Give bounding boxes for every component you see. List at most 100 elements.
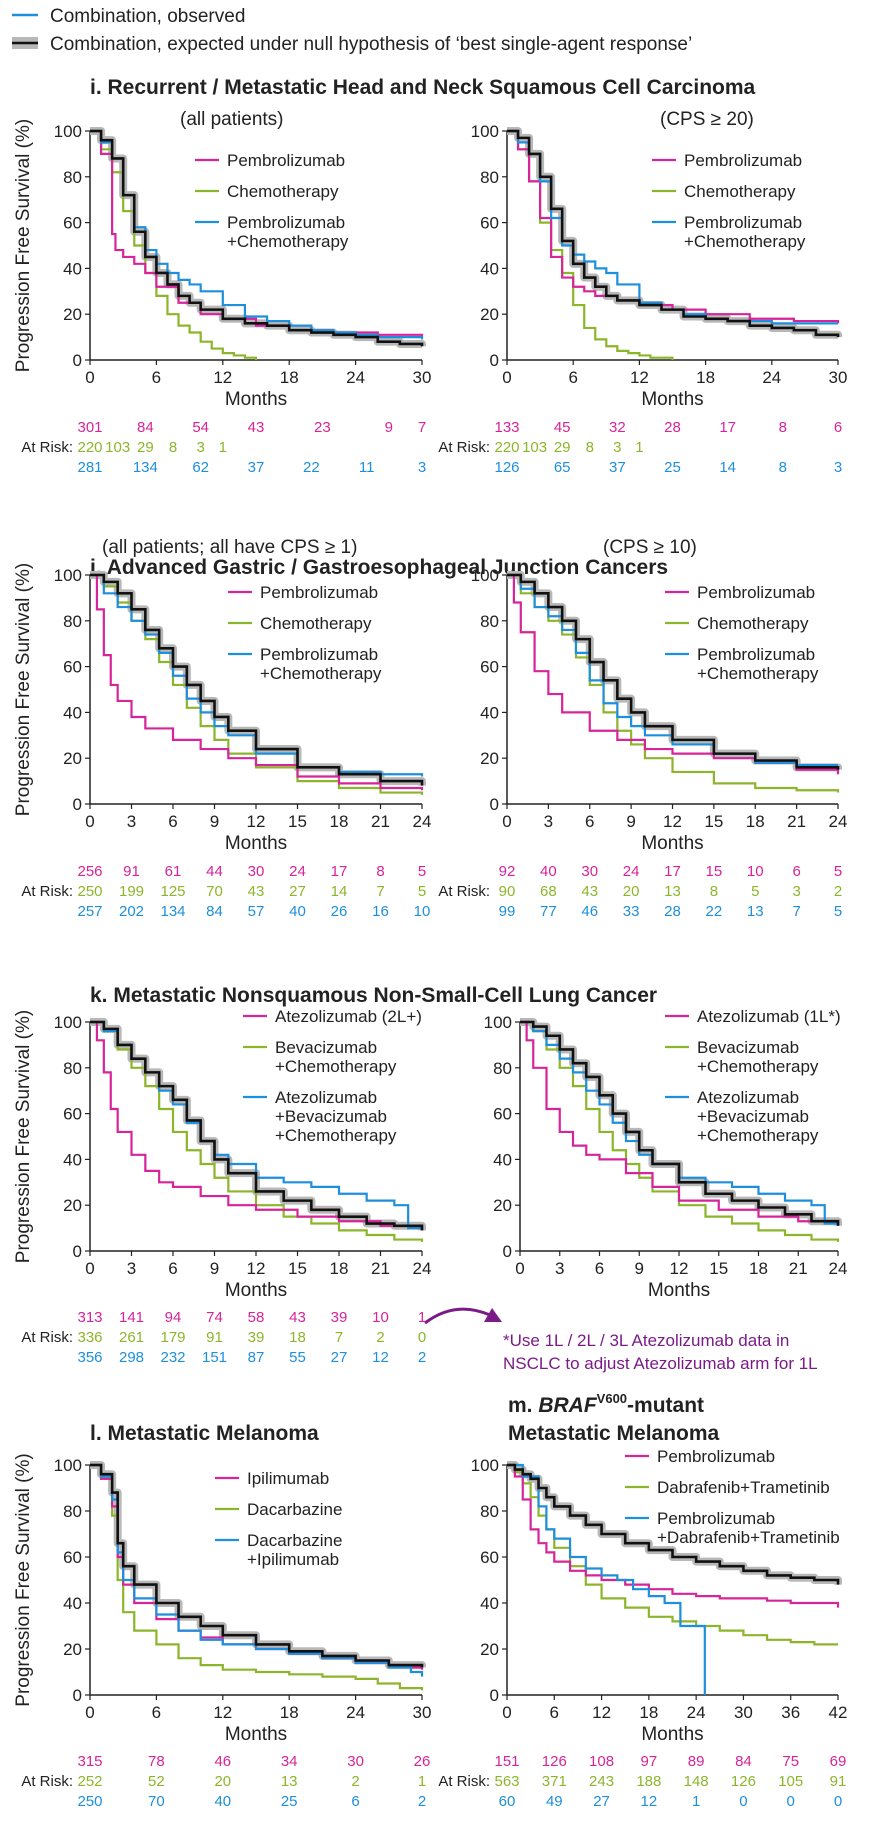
chart-subtitle: (all patients): [180, 109, 284, 130]
at-risk-count: 232: [160, 1349, 185, 1366]
at-risk-count: 252: [77, 1773, 102, 1790]
at-risk-count: 336: [77, 1329, 102, 1346]
at-risk-count: 28: [664, 903, 681, 920]
at-risk-count: 68: [540, 883, 557, 900]
at-risk-count: 89: [688, 1753, 705, 1770]
x-tick-label: 24: [829, 812, 848, 831]
legend-label: Bevacizumab: [697, 1038, 799, 1057]
series-line-expected: [90, 129, 424, 347]
x-tick-label: 12: [592, 1703, 611, 1722]
at-risk-count: 5: [834, 863, 842, 880]
y-tick-label: 80: [63, 612, 82, 631]
at-risk-label: At Risk:: [438, 1773, 490, 1790]
y-tick-label: 60: [63, 214, 82, 233]
legend-label: +Chemotherapy: [697, 1057, 819, 1076]
at-risk-count: 25: [664, 459, 681, 476]
at-risk-label: At Risk:: [438, 439, 490, 456]
at-risk-count: 29: [554, 439, 571, 456]
at-risk-count: 6: [834, 419, 842, 436]
x-tick-label: 18: [749, 1259, 768, 1278]
x-tick-label: 12: [663, 812, 682, 831]
series-line-expected: [507, 129, 840, 338]
section-m-sup: V600: [597, 1391, 627, 1406]
legend-label: +Bevacizumab: [275, 1107, 387, 1126]
x-tick-label: 12: [670, 1259, 689, 1278]
at-risk-count: 91: [206, 1329, 223, 1346]
chart-subtitle: (CPS ≥ 10): [603, 537, 697, 558]
at-risk-count: 54: [192, 419, 209, 436]
legend-label: Pembrolizumab: [657, 1447, 775, 1466]
x-tick-label: 9: [210, 812, 219, 831]
at-risk-count: 30: [248, 863, 265, 880]
at-risk-count: 40: [214, 1793, 231, 1810]
y-axis-label: Progression Free Survival (%): [13, 1453, 34, 1706]
at-risk-count: 49: [546, 1793, 563, 1810]
at-risk-count: 75: [782, 1753, 799, 1770]
x-tick-label: 30: [413, 368, 432, 387]
y-tick-label: 60: [63, 1548, 82, 1567]
at-risk-count: 3: [418, 459, 426, 476]
at-risk-label: At Risk:: [21, 1329, 73, 1346]
x-tick-label: 3: [544, 812, 553, 831]
x-tick-label: 6: [595, 1259, 604, 1278]
at-risk-count: 126: [494, 459, 519, 476]
x-tick-label: 0: [85, 1259, 94, 1278]
x-tick-label: 24: [346, 368, 365, 387]
at-risk-label: At Risk:: [438, 883, 490, 900]
series-line-expected: [90, 1020, 424, 1231]
at-risk-count: 62: [192, 459, 209, 476]
at-risk-count: 8: [586, 439, 594, 456]
at-risk-count: 17: [719, 419, 736, 436]
x-tick-label: 0: [85, 368, 94, 387]
at-risk-count: 22: [706, 903, 723, 920]
x-tick-label: 6: [568, 368, 577, 387]
at-risk-count: 22: [303, 459, 320, 476]
legend-label: +Chemotherapy: [275, 1057, 397, 1076]
chart-subtitle: (CPS ≥ 20): [660, 109, 754, 130]
x-axis-label: Months: [225, 1280, 287, 1301]
at-risk-count: 39: [331, 1309, 348, 1326]
at-risk-count: 220: [494, 439, 519, 456]
at-risk-count: 33: [623, 903, 640, 920]
y-tick-label: 0: [490, 795, 499, 814]
at-risk-count: 281: [77, 459, 102, 476]
y-tick-label: 40: [63, 259, 82, 278]
at-risk-count: 24: [289, 863, 306, 880]
at-risk-count: 20: [623, 883, 640, 900]
legend-label: Pembrolizumab: [697, 645, 815, 664]
y-tick-label: 20: [480, 305, 499, 324]
series-line-expected: [90, 573, 424, 786]
y-tick-label: 40: [480, 703, 499, 722]
at-risk-count: 87: [248, 1349, 265, 1366]
at-risk-count: 0: [739, 1793, 747, 1810]
at-risk-count: 17: [331, 863, 348, 880]
legend-label: Dacarbazine: [247, 1531, 342, 1550]
at-risk-count: 3: [196, 439, 204, 456]
x-tick-label: 21: [787, 812, 806, 831]
at-risk-count: 94: [165, 1309, 182, 1326]
at-risk-count: 18: [289, 1329, 306, 1346]
x-tick-label: 18: [639, 1703, 658, 1722]
legend-label: +Chemotherapy: [260, 664, 382, 683]
y-tick-label: 100: [471, 122, 499, 141]
y-tick-label: 80: [63, 1502, 82, 1521]
x-tick-label: 30: [734, 1703, 753, 1722]
at-risk-count: 5: [834, 903, 842, 920]
y-axis-label: Progression Free Survival (%): [13, 563, 34, 816]
at-risk-count: 43: [289, 1309, 306, 1326]
legend-label: +Chemotherapy: [697, 1126, 819, 1145]
series-line-atezolizumab-1l-: [520, 1020, 840, 1224]
y-tick-label: 80: [480, 1502, 499, 1521]
section-m-suffix: -mutant: [627, 1394, 704, 1417]
y-tick-label: 60: [493, 1105, 512, 1124]
section-title-m-line2: Metastatic Melanoma: [508, 1422, 720, 1445]
at-risk-count: 43: [248, 883, 265, 900]
at-risk-count: 3: [792, 883, 800, 900]
at-risk-count: 7: [335, 1329, 343, 1346]
x-tick-label: 6: [152, 1703, 161, 1722]
at-risk-count: 8: [710, 883, 718, 900]
